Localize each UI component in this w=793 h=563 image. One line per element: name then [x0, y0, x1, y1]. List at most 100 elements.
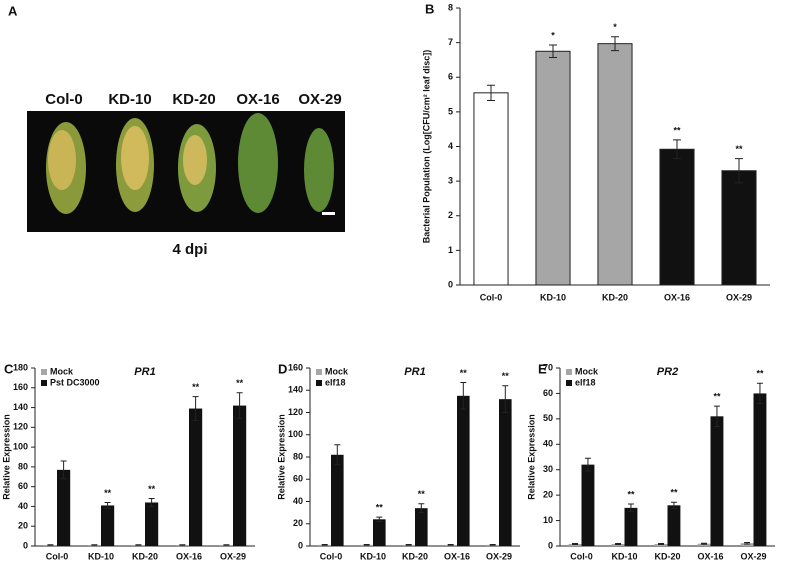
bar — [710, 416, 724, 546]
error-bar — [236, 392, 243, 419]
error-bar — [489, 544, 496, 546]
y-tick-label: 20 — [543, 490, 553, 500]
bar — [331, 454, 344, 546]
y-tick-label: 140 — [288, 385, 303, 395]
error-bar — [502, 385, 509, 413]
x-tick-label: OX-29 — [486, 551, 512, 561]
legend-swatch — [316, 369, 322, 375]
y-tick-label: 140 — [13, 402, 28, 412]
bar — [721, 170, 757, 286]
bar — [57, 469, 71, 546]
legend-label: elf18 — [575, 377, 596, 387]
significance: ** — [735, 144, 743, 154]
y-tick-label: 2 — [448, 210, 453, 220]
error-bar — [363, 544, 370, 546]
y-tick-label: 1 — [448, 245, 453, 255]
error-bar — [334, 444, 341, 466]
significance: ** — [192, 382, 200, 392]
x-tick-label: KD-20 — [602, 292, 628, 302]
leaf-photo — [27, 111, 345, 232]
caption: 4 dpi — [172, 241, 207, 258]
bar — [581, 464, 595, 546]
significance: ** — [148, 484, 156, 494]
error-bar — [572, 542, 579, 545]
legend-swatch — [566, 380, 572, 386]
genotype-label: KD-20 — [172, 91, 215, 108]
bar — [624, 507, 638, 546]
bar — [697, 543, 711, 546]
x-tick-label: KD-20 — [402, 551, 428, 561]
chart-title: PR1 — [404, 366, 425, 378]
y-tick-label: 180 — [13, 362, 28, 372]
y-tick-label: 4 — [448, 141, 453, 151]
error-bar — [627, 503, 634, 513]
error-bar — [658, 542, 665, 545]
error-bar — [549, 44, 557, 59]
error-bar — [179, 544, 186, 546]
y-tick-label: 80 — [18, 461, 28, 471]
y-axis-label: Relative Expression — [526, 414, 536, 500]
y-tick-label: 120 — [288, 407, 303, 417]
y-tick-label: 40 — [293, 496, 303, 506]
x-tick-label: Col-0 — [480, 292, 503, 302]
error-bar — [735, 158, 743, 184]
panel-label: B — [425, 1, 434, 16]
y-axis-label: Relative Expression — [276, 414, 286, 500]
bar — [740, 543, 754, 546]
bar — [145, 502, 159, 546]
significance: ** — [756, 369, 764, 379]
x-tick-label: KD-10 — [611, 551, 637, 561]
legend-label: Pst DC3000 — [50, 377, 100, 387]
error-bar — [584, 457, 591, 472]
error-bar — [744, 541, 751, 545]
bar — [597, 43, 633, 286]
x-tick-label: OX-29 — [726, 292, 752, 302]
y-tick-label: 6 — [448, 72, 453, 82]
error-bar — [418, 503, 425, 514]
panel-label: E — [538, 361, 547, 376]
y-tick-label: 0 — [298, 540, 303, 550]
genotype-label: OX-16 — [236, 91, 279, 108]
error-bar — [713, 405, 720, 427]
y-tick-label: 160 — [288, 362, 303, 372]
significance: * — [613, 22, 617, 32]
x-tick-label: KD-20 — [132, 551, 158, 561]
y-axis-label: Relative Expression — [1, 414, 11, 500]
error-bar — [104, 501, 111, 509]
y-tick-label: 7 — [448, 37, 453, 47]
bar — [373, 519, 386, 546]
error-bar — [447, 544, 454, 546]
y-tick-label: 70 — [543, 362, 553, 372]
x-tick-label: Col-0 — [570, 551, 593, 561]
x-tick-label: Col-0 — [46, 551, 69, 561]
x-tick-label: KD-10 — [360, 551, 386, 561]
legend-label: Mock — [50, 366, 74, 376]
bar — [415, 508, 428, 546]
y-tick-label: 30 — [543, 464, 553, 474]
y-tick-label: 120 — [13, 422, 28, 432]
error-bar — [376, 516, 383, 523]
error-bar — [756, 382, 763, 405]
bar — [189, 408, 203, 546]
error-bar — [47, 544, 54, 546]
y-tick-label: 40 — [543, 439, 553, 449]
significance: ** — [236, 378, 244, 388]
x-tick-label: OX-29 — [220, 551, 246, 561]
error-bar — [701, 542, 708, 545]
bar — [499, 399, 512, 546]
y-tick-label: 80 — [293, 451, 303, 461]
significance: ** — [673, 125, 681, 135]
bar — [457, 395, 470, 546]
genotype-label: Col-0 — [45, 91, 83, 108]
x-tick-label: OX-16 — [664, 292, 690, 302]
significance: ** — [670, 488, 678, 498]
legend-swatch — [316, 380, 322, 386]
y-tick-label: 3 — [448, 176, 453, 186]
error-bar — [405, 544, 412, 546]
y-tick-label: 0 — [548, 540, 553, 550]
bar — [611, 543, 625, 546]
bar — [535, 50, 571, 286]
error-bar — [148, 498, 155, 507]
y-tick-label: 60 — [293, 474, 303, 484]
